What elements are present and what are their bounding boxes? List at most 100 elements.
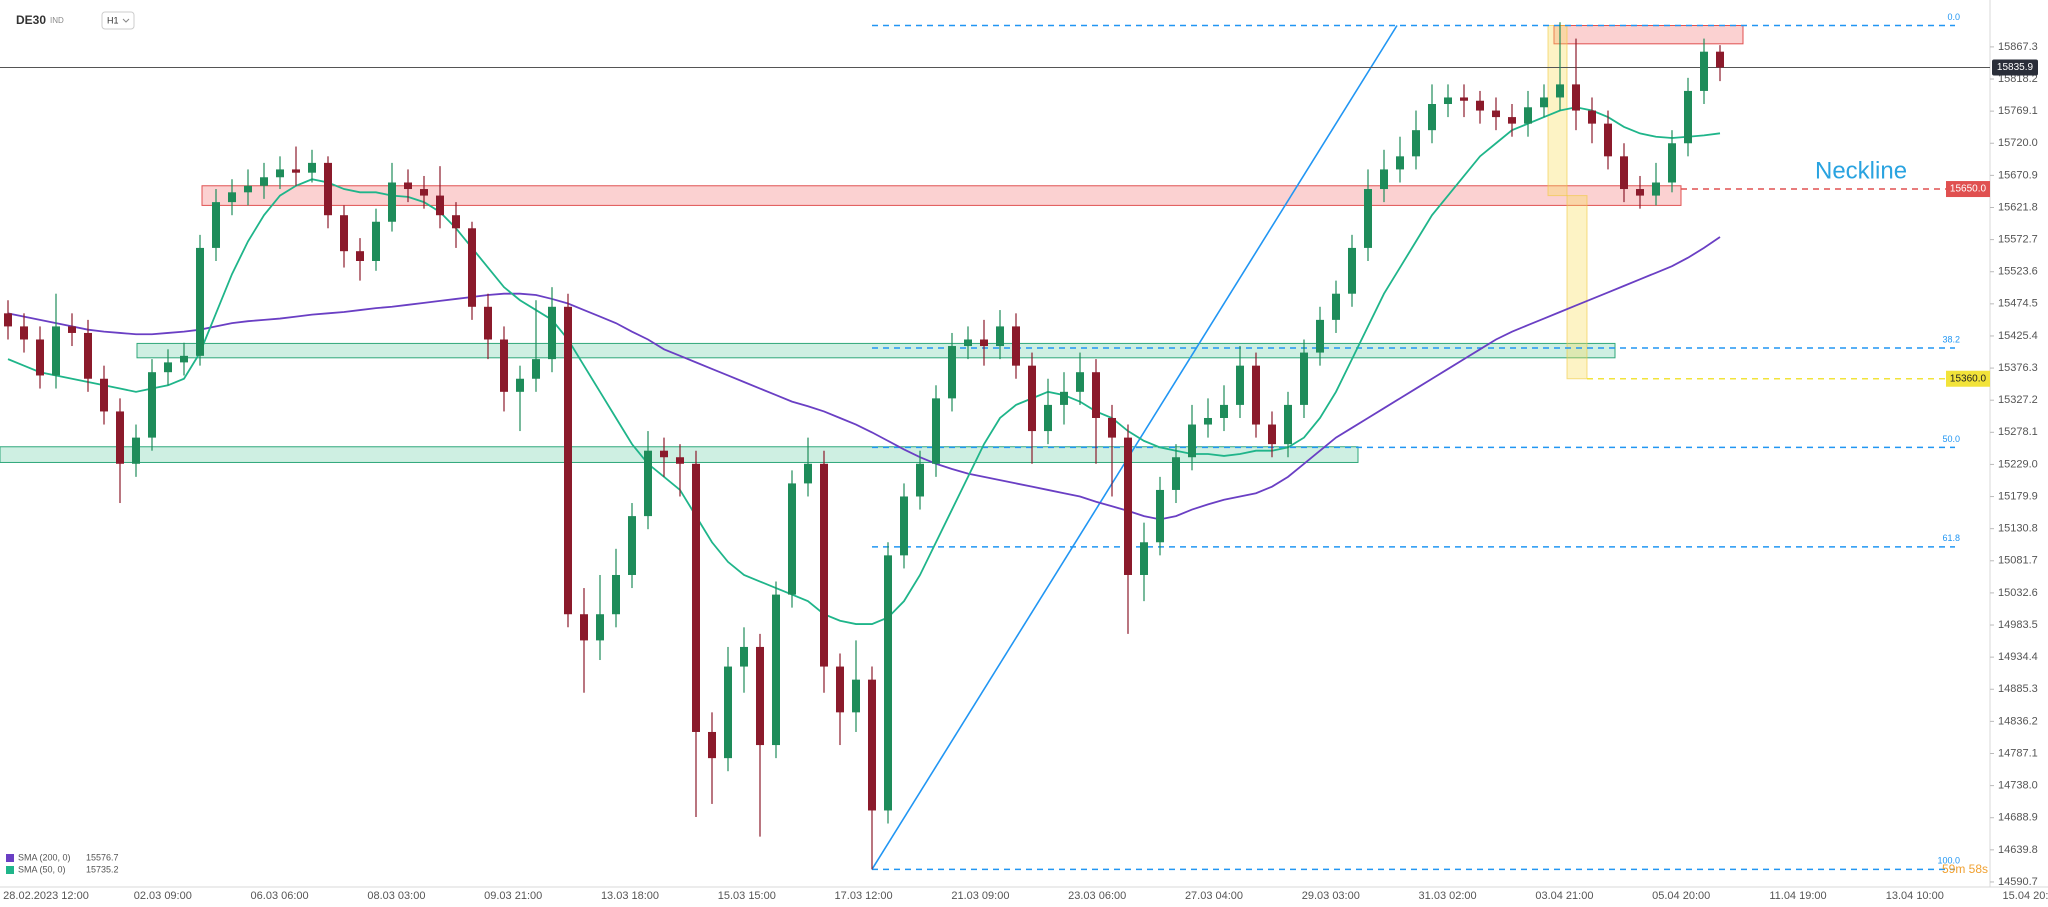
candle-body <box>772 594 780 746</box>
candle-body <box>1604 123 1612 157</box>
candle-body <box>1348 247 1356 294</box>
x-tick-label: 17.03 12:00 <box>835 890 893 902</box>
candle-body <box>1652 182 1660 196</box>
candle-body <box>356 251 364 261</box>
candle-body <box>692 463 700 732</box>
candle-body <box>1300 352 1308 405</box>
last-price-badge <box>1992 59 2038 76</box>
candle-body <box>836 666 844 713</box>
candle-body <box>1284 404 1292 445</box>
symbol-badge: IND <box>50 16 64 25</box>
x-tick-label: 05.04 20:00 <box>1652 890 1710 902</box>
neckline-price: 15650.0 <box>1950 184 1987 195</box>
y-tick-label: 14639.8 <box>1998 844 2038 856</box>
candle-body <box>932 398 940 464</box>
fib-label: 61.8 <box>1942 533 1960 543</box>
candle-body <box>1700 51 1708 91</box>
candle-body <box>532 359 540 379</box>
candle-body <box>1332 293 1340 320</box>
candle-body <box>292 169 300 173</box>
y-tick-label: 14983.5 <box>1998 619 2038 631</box>
candle-body <box>1124 437 1132 575</box>
candle-body <box>708 731 716 759</box>
candle-body <box>484 306 492 340</box>
legend-swatch <box>6 866 14 874</box>
candle-body <box>36 339 44 376</box>
x-tick-label: 23.03 06:00 <box>1068 890 1126 902</box>
candle-body <box>420 189 428 196</box>
candle-body <box>1716 51 1724 68</box>
y-tick-label: 15032.6 <box>1998 587 2038 599</box>
y-tick-label: 15130.8 <box>1998 523 2038 535</box>
candle-body <box>100 378 108 412</box>
candle-body <box>1588 110 1596 124</box>
candle-body <box>468 228 476 307</box>
y-tick-label: 15179.9 <box>1998 490 2038 502</box>
zone <box>1553 25 1744 45</box>
candle-body <box>1380 169 1388 190</box>
candle-body <box>964 339 972 347</box>
y-tick-label: 15670.9 <box>1998 169 2038 181</box>
target-price: 15360.0 <box>1950 373 1987 384</box>
candle-body <box>1508 117 1516 124</box>
trend-line <box>871 25 1398 870</box>
candle-body <box>1012 326 1020 366</box>
zone <box>1566 195 1588 380</box>
y-tick-label: 15081.7 <box>1998 555 2038 567</box>
candle-body <box>372 221 380 261</box>
x-tick-label: 13.03 18:00 <box>601 890 659 902</box>
candle-body <box>900 496 908 556</box>
candle-body <box>116 411 124 464</box>
dropdown-icon <box>122 18 130 23</box>
candle-body <box>1220 404 1228 418</box>
y-tick-label: 14836.2 <box>1998 715 2038 727</box>
timeframe-box[interactable] <box>101 11 135 30</box>
last-price-label: 15835.9 <box>1997 62 2034 73</box>
x-tick-label: 09.03 21:00 <box>484 890 542 902</box>
x-tick-label: 31.03 02:00 <box>1419 890 1477 902</box>
candle-body <box>628 516 636 575</box>
candle-body <box>52 326 60 376</box>
y-tick-label: 14885.3 <box>1998 683 2038 695</box>
candle-body <box>980 339 988 347</box>
candle-body <box>244 185 252 193</box>
neckline-label: Neckline <box>1815 157 1907 184</box>
candle-body <box>996 326 1004 347</box>
timeframe[interactable]: H1 <box>107 15 119 25</box>
candle-body <box>740 646 748 667</box>
x-tick-label: 27.03 04:00 <box>1185 890 1243 902</box>
candle-body <box>1044 404 1052 432</box>
candle-body <box>388 182 396 222</box>
candle-body <box>164 362 172 373</box>
candle-body <box>196 247 204 356</box>
x-tick-label: 21.03 09:00 <box>951 890 1009 902</box>
candle-body <box>1172 457 1180 490</box>
y-tick-label: 15769.1 <box>1998 105 2038 117</box>
y-tick-label: 15523.6 <box>1998 266 2038 278</box>
x-tick-label: 15.03 15:00 <box>718 890 776 902</box>
fib-label: 50.0 <box>1942 434 1960 444</box>
candle-body <box>596 614 604 641</box>
candle-body <box>612 574 620 615</box>
candle-body <box>1620 156 1628 190</box>
y-tick-label: 15474.5 <box>1998 298 2038 310</box>
y-tick-label: 14590.7 <box>1998 876 2038 888</box>
candle-body <box>676 457 684 464</box>
y-tick-label: 15327.2 <box>1998 394 2038 406</box>
x-tick-label: 15.04 20:00 <box>2003 890 2048 902</box>
candle-body <box>276 169 284 178</box>
candle-body <box>756 646 764 746</box>
y-tick-label: 15425.4 <box>1998 330 2038 342</box>
x-tick-label: 13.04 10:00 <box>1886 890 1944 902</box>
candle-body <box>1396 156 1404 170</box>
candle-body <box>516 378 524 392</box>
candle-body <box>1028 365 1036 432</box>
legend-name: SMA (50, 0) <box>18 864 66 874</box>
symbol[interactable]: DE30 <box>16 13 46 27</box>
candle-body <box>660 450 668 458</box>
sma-line <box>7 236 1721 521</box>
candle-body <box>644 450 652 517</box>
candle-body <box>884 555 892 811</box>
